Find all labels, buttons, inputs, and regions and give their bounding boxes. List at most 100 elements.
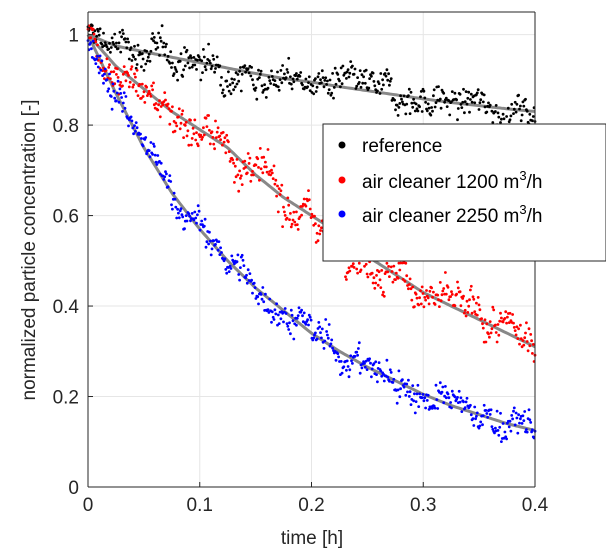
y-tick-label-3: 0.6 [53, 207, 79, 228]
point-2-140 [207, 242, 211, 246]
point-2-83 [158, 160, 161, 163]
point-0-356 [393, 98, 396, 102]
point-1-332 [372, 276, 376, 280]
point-1-458 [481, 322, 484, 326]
point-2-468 [489, 408, 493, 412]
point-0-318 [360, 73, 364, 77]
point-1-499 [516, 337, 520, 340]
point-2-495 [512, 406, 516, 410]
point-1-3 [89, 36, 92, 40]
point-2-55 [134, 129, 137, 133]
point-1-509 [525, 321, 528, 325]
point-0-363 [399, 94, 402, 98]
point-0-349 [387, 72, 390, 76]
point-0-501 [518, 107, 521, 111]
point-2-456 [479, 420, 483, 424]
point-2-214 [270, 310, 274, 314]
point-2-40 [121, 110, 124, 113]
point-2-403 [433, 406, 437, 410]
point-1-24 [107, 66, 111, 69]
point-2-44 [124, 95, 128, 98]
point-0-441 [466, 96, 470, 100]
point-1-264 [314, 222, 317, 226]
point-2-84 [158, 172, 162, 176]
point-0-339 [378, 92, 382, 95]
point-0-420 [448, 113, 452, 117]
point-0-119 [189, 54, 192, 58]
point-2-361 [397, 369, 401, 373]
point-1-267 [316, 239, 320, 243]
point-1-177 [239, 176, 242, 180]
point-1-244 [296, 228, 300, 231]
point-2-426 [453, 395, 457, 399]
point-0-28 [110, 36, 114, 40]
point-1-218 [274, 178, 278, 182]
point-0-102 [174, 68, 178, 71]
point-2-126 [195, 221, 198, 225]
point-1-413 [442, 287, 446, 290]
point-2-431 [457, 389, 461, 393]
point-2-221 [276, 313, 280, 317]
point-0-35 [116, 47, 120, 50]
point-0-87 [161, 45, 165, 49]
point-2-132 [200, 219, 204, 223]
point-0-331 [371, 71, 375, 75]
point-0-497 [514, 110, 518, 114]
point-1-350 [388, 275, 391, 278]
point-1-209 [266, 148, 270, 151]
point-1-175 [237, 189, 241, 193]
point-2-284 [331, 346, 334, 350]
point-2-509 [525, 428, 528, 431]
point-0-177 [239, 66, 242, 69]
point-1-435 [461, 297, 465, 300]
point-1-439 [464, 314, 468, 318]
point-0-323 [364, 68, 368, 72]
point-1-103 [175, 124, 179, 128]
point-0-274 [322, 85, 326, 89]
point-1-243 [295, 223, 299, 227]
point-0-22 [105, 45, 109, 49]
point-1-178 [239, 174, 243, 178]
point-1-160 [224, 151, 228, 155]
point-0-486 [505, 115, 508, 118]
point-2-392 [424, 406, 427, 410]
point-0-221 [276, 85, 280, 89]
point-2-281 [328, 344, 332, 348]
point-2-54 [133, 124, 136, 128]
point-0-200 [258, 72, 262, 76]
point-1-430 [456, 286, 460, 290]
point-2-100 [172, 191, 176, 195]
point-1-358 [394, 271, 398, 275]
point-1-516 [531, 352, 534, 355]
point-2-123 [192, 218, 196, 222]
point-1-240 [293, 220, 297, 224]
point-1-146 [212, 142, 216, 146]
point-2-409 [438, 381, 442, 385]
point-0-209 [266, 86, 270, 90]
point-0-77 [152, 36, 156, 39]
point-2-381 [414, 400, 418, 403]
point-0-440 [465, 102, 469, 106]
point-0-203 [261, 91, 265, 94]
point-0-419 [447, 99, 451, 102]
point-2-258 [308, 315, 312, 319]
point-2-112 [183, 227, 186, 231]
point-2-279 [326, 336, 330, 340]
point-0-201 [259, 69, 263, 73]
point-1-477 [497, 333, 501, 337]
point-1-9 [94, 40, 98, 44]
point-0-212 [269, 82, 272, 85]
point-1-94 [167, 107, 171, 110]
point-2-322 [363, 365, 367, 369]
point-1-257 [307, 198, 311, 202]
point-0-26 [109, 50, 112, 54]
point-2-269 [318, 325, 322, 329]
point-1-6 [91, 27, 95, 31]
point-0-76 [152, 39, 155, 43]
point-2-492 [510, 414, 514, 417]
point-2-43 [123, 106, 127, 110]
point-1-25 [108, 63, 111, 67]
point-2-95 [168, 174, 172, 178]
point-1-76 [152, 81, 155, 85]
point-2-244 [296, 314, 300, 317]
